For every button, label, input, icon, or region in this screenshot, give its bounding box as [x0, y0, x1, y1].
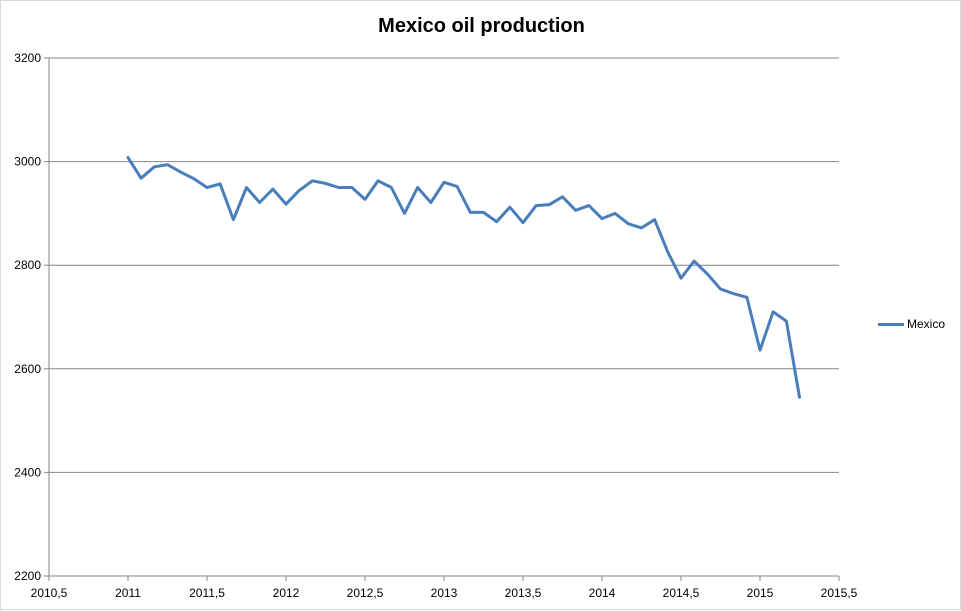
- data-point: [785, 319, 788, 323]
- x-tick-label: 2011: [115, 586, 141, 600]
- data-point: [258, 201, 261, 204]
- data-point: [139, 176, 143, 180]
- data-point: [745, 296, 749, 299]
- series-layer: [126, 156, 801, 399]
- data-point: [521, 221, 525, 224]
- x-tick-label: 2010,5: [31, 586, 68, 600]
- data-point: [534, 204, 538, 207]
- y-tick-label: 2400: [14, 465, 41, 479]
- data-point: [574, 209, 577, 212]
- data-point: [376, 179, 380, 182]
- data-point: [455, 185, 459, 188]
- x-tick-label: 2012: [273, 586, 300, 600]
- data-point: [692, 259, 696, 263]
- x-tick-label: 2014,5: [663, 586, 700, 600]
- data-point: [627, 222, 630, 225]
- data-point: [166, 163, 169, 166]
- x-tick-label: 2013,5: [505, 586, 542, 600]
- data-point: [666, 251, 670, 254]
- data-point: [153, 165, 156, 168]
- data-point: [600, 217, 604, 220]
- legend-swatch-mexico: [878, 322, 904, 326]
- y-tick-label: 3000: [14, 155, 41, 169]
- x-tick-label: 2015,5: [821, 586, 858, 600]
- data-point: [284, 202, 288, 206]
- legend-label-mexico: Mexico: [907, 317, 946, 331]
- data-point: [403, 212, 406, 215]
- series-line-mexico: [126, 156, 801, 399]
- data-point: [337, 186, 340, 189]
- data-point: [429, 201, 433, 204]
- chart-title: Mexico oil production: [378, 15, 585, 37]
- data-point: [719, 287, 722, 291]
- x-tick-labels: 2010,5 2011 2011,5 2012 2012,5 2013 2013,5 2014…: [31, 586, 858, 600]
- data-point: [640, 226, 643, 230]
- x-tick-label: 2011,5: [189, 586, 225, 600]
- data-point: [218, 182, 222, 186]
- data-point: [482, 211, 485, 214]
- axes: [44, 57, 840, 581]
- data-point: [179, 170, 182, 174]
- y-tick-label: 2600: [14, 362, 41, 376]
- x-tick-label: 2014: [589, 586, 616, 600]
- x-tick-label: 2015: [747, 586, 774, 600]
- data-point: [771, 310, 775, 314]
- data-point: [758, 348, 762, 352]
- data-point: [271, 187, 275, 191]
- data-point: [706, 272, 709, 276]
- data-point: [350, 186, 354, 189]
- data-point: [679, 276, 683, 280]
- y-tick-label: 2200: [14, 569, 41, 583]
- data-point: [245, 186, 248, 189]
- data-point: [798, 396, 801, 399]
- data-point: [495, 220, 498, 223]
- data-point: [653, 218, 656, 221]
- data-point: [205, 186, 209, 189]
- data-point: [508, 205, 512, 209]
- data-point: [232, 218, 235, 221]
- data-point: [442, 181, 446, 184]
- x-tick-label: 2013: [431, 586, 458, 600]
- data-point: [311, 179, 314, 182]
- data-point: [390, 186, 393, 189]
- grid-lines: [49, 57, 839, 473]
- data-point: [126, 156, 130, 159]
- data-point: [416, 186, 419, 189]
- data-point: [561, 195, 564, 199]
- y-tick-label: 2800: [14, 258, 41, 272]
- data-point: [548, 203, 551, 206]
- data-point: [324, 182, 327, 185]
- data-point: [363, 198, 367, 201]
- data-point: [192, 177, 196, 180]
- data-point: [587, 204, 591, 207]
- legend: Mexico: [878, 317, 945, 331]
- data-point: [732, 292, 735, 295]
- y-tick-labels: 2200 2400 2600 2800 3000 3200: [14, 51, 41, 583]
- data-point: [613, 212, 617, 215]
- x-tick-label: 2012,5: [347, 586, 384, 600]
- data-point: [469, 211, 472, 214]
- y-tick-label: 3200: [14, 51, 41, 65]
- data-point: [297, 189, 301, 192]
